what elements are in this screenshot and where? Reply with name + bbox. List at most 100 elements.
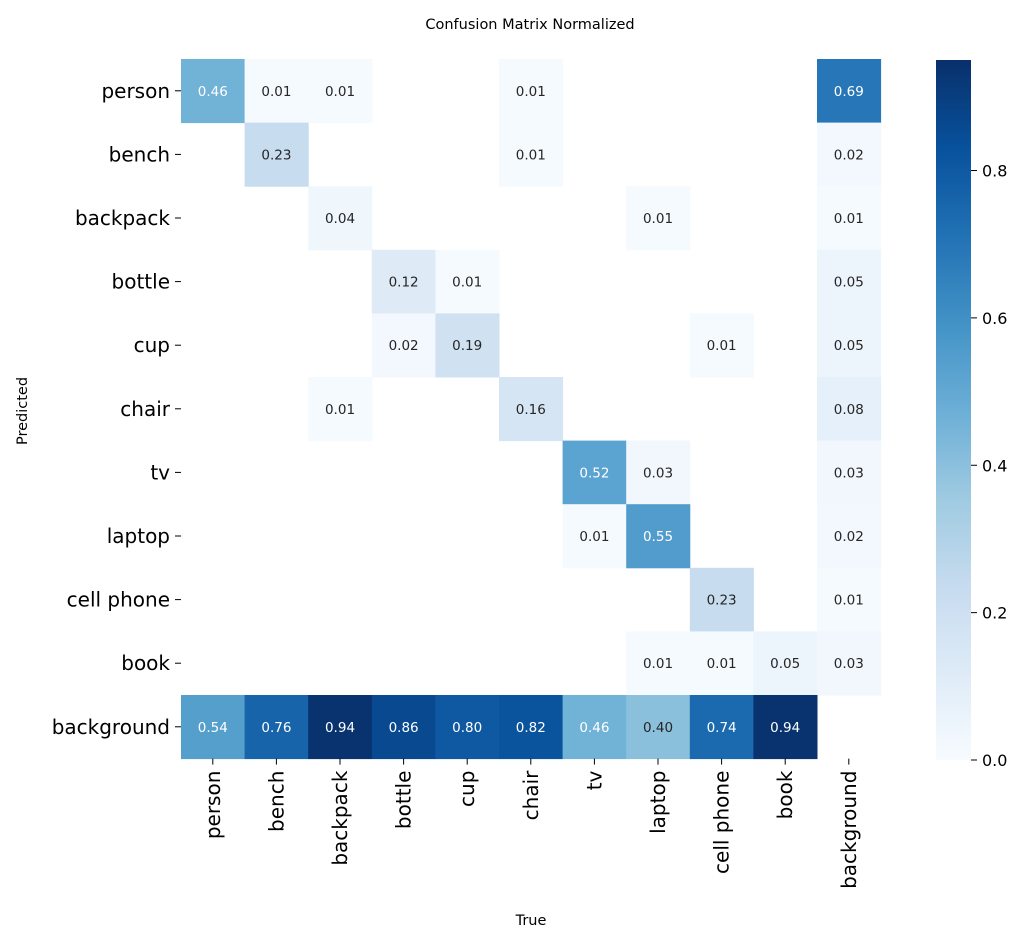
heatmap-cell [308,377,373,442]
heatmap-cell [562,504,627,569]
heatmap-cell [626,695,691,760]
x-tick-label: bottle [392,771,416,829]
cell-value-label: 0.52 [579,465,609,481]
y-axis-label: Predicted [15,377,31,445]
heatmap-cell [817,313,882,378]
cell-value-label: 0.86 [389,720,419,736]
heatmap-cell [689,313,754,378]
x-tick-label: bench [264,771,288,832]
heatmap-cell [817,377,882,442]
x-tick-label: backpack [328,770,352,865]
cell-value-label: 0.46 [198,84,228,100]
heatmap-cell [499,377,564,442]
cell-value-label: 0.94 [770,720,800,736]
x-tick-label: background [837,771,861,889]
heatmap-cell [817,122,882,187]
heatmap-cell [499,695,564,760]
x-axis-label: True [515,913,547,929]
cell-value-label: 0.01 [516,84,546,100]
heatmap-cell [371,313,436,378]
colorbar [936,60,971,760]
x-tick-label: cup [455,771,479,807]
heatmap-cell [817,567,882,632]
cell-value-label: 0.01 [643,656,673,672]
heatmap-cell [435,313,500,378]
cell-value-label: 0.80 [452,720,482,736]
colorbar-tick-label: 0.2 [982,604,1007,623]
heatmap-cell [626,186,691,251]
cell-value-label: 0.01 [325,402,355,418]
heatmap-cell [244,122,309,187]
cell-value-label: 0.02 [389,338,419,354]
cell-value-label: 0.12 [389,275,419,291]
cell-value-label: 0.01 [516,147,546,163]
heatmap-cell [626,631,691,696]
cell-value-label: 0.05 [834,338,864,354]
cell-value-label: 0.05 [834,275,864,291]
cell-value-label: 0.40 [643,720,673,736]
colorbar-tick-label: 0.8 [982,162,1007,181]
cell-value-label: 0.55 [643,529,673,545]
cell-value-label: 0.16 [516,402,546,418]
x-tick-label: person [201,771,225,840]
cell-value-label: 0.08 [834,402,864,418]
heatmap-cell [371,695,436,760]
heatmap-axes: person bench backpack bottle cup chair tv lapto… [52,79,861,889]
cell-value-label: 0.94 [325,720,355,736]
y-tick-label: cell phone [67,588,170,612]
heatmap-cell [753,631,818,696]
cell-value-label: 0.01 [261,84,291,100]
cell-value-label: 0.01 [579,529,609,545]
heatmap-cell [817,631,882,696]
heatmap-cell [181,59,246,124]
colorbar-tick-label: 0.6 [982,309,1007,328]
y-tick-label: laptop [107,524,170,548]
cell-value-label: 0.01 [452,275,482,291]
cell-value-label: 0.04 [325,211,355,227]
heatmap-cell [308,59,373,124]
cell-value-label: 0.03 [834,465,864,481]
heatmap-cell [689,567,754,632]
y-tick-label: tv [150,460,170,484]
x-tick-label: laptop [646,771,670,834]
y-tick-label: person [101,79,170,103]
heatmap-cell [817,249,882,314]
y-tick-label: chair [120,397,170,421]
cell-value-label: 0.82 [516,720,546,736]
heatmap-cell [562,695,627,760]
cell-value-label: 0.54 [198,720,228,736]
cell-value-label: 0.01 [834,593,864,609]
chart-title: Confusion Matrix Normalized [425,17,634,33]
heatmap-cell [562,440,627,505]
cell-value-label: 0.01 [707,656,737,672]
heatmap-cell [689,695,754,760]
x-tick-label: cell phone [710,771,734,874]
cell-value-label: 0.03 [834,656,864,672]
cell-value-label: 0.01 [707,338,737,354]
x-tick-label: book [773,770,797,819]
heatmap-cell [817,440,882,505]
heatmap-cell [308,186,373,251]
heatmap-cell [371,249,436,314]
cell-value-label: 0.69 [834,84,864,100]
cell-value-label: 0.19 [452,338,482,354]
heatmap-cell [499,122,564,187]
cell-value-label: 0.76 [261,720,291,736]
heatmap-cells: 0.46 0.01 0.01 0.01 0.69 0.23 0.01 0.02 0.04 0.01… [181,59,882,760]
heatmap-cell [181,695,246,760]
cell-value-label: 0.01 [834,211,864,227]
cell-value-label: 0.05 [770,656,800,672]
cell-value-label: 0.02 [834,529,864,545]
x-tick-label: chair [519,770,543,820]
cell-value-label: 0.46 [579,720,609,736]
x-tick-label: tv [582,770,606,790]
cell-value-label: 0.23 [707,593,737,609]
heatmap-cell [753,695,818,760]
y-tick-label: book [121,651,170,675]
heatmap-cell [244,59,309,124]
colorbar-tick-label: 0.4 [982,456,1007,475]
colorbar-ticks: 0.0 0.2 0.4 0.6 0.8 [971,162,1007,770]
cell-value-label: 0.01 [643,211,673,227]
y-tick-label: cup [134,333,170,357]
